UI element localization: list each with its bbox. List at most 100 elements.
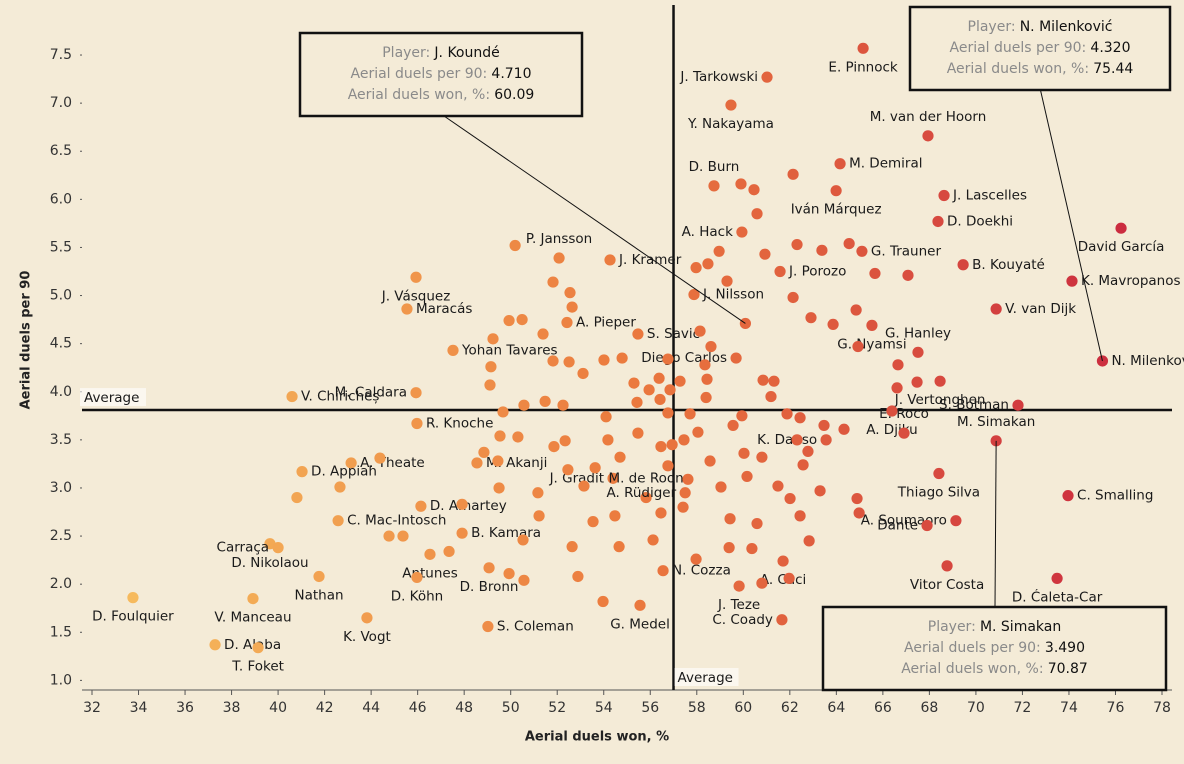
point-label: J. Kramer <box>618 252 682 268</box>
point <box>631 396 643 408</box>
point <box>838 423 850 435</box>
point <box>478 446 490 458</box>
point-label: M. Simakan <box>957 414 1035 430</box>
tooltip-value: M. Simakan <box>980 619 1061 635</box>
point <box>616 352 628 364</box>
point <box>830 185 842 197</box>
point <box>512 431 524 443</box>
point <box>941 560 953 572</box>
point-label: J. Vásquez <box>381 288 451 304</box>
point <box>655 440 667 453</box>
point <box>724 513 736 525</box>
point <box>401 303 413 315</box>
point <box>577 367 589 380</box>
point-label: D. Bronn <box>460 579 519 595</box>
point-label: S. Coleman <box>497 619 574 635</box>
point <box>751 517 763 530</box>
y-tick-label: 4.5 <box>50 336 72 352</box>
tooltip-field: Aerial duels per 90: <box>351 66 488 82</box>
tooltip-field: Aerial duels won, %: <box>901 661 1043 677</box>
tooltip-value: 75.44 <box>1093 61 1133 77</box>
point <box>547 276 559 288</box>
point <box>607 472 619 484</box>
tooltip-field: Aerial duels won, %: <box>348 87 490 103</box>
point-label: Antunes <box>402 565 458 581</box>
point <box>553 252 565 264</box>
point <box>563 356 575 368</box>
point <box>313 570 325 583</box>
point-label: D. Ćaleta-Car <box>1012 587 1103 605</box>
x-tick-label: 72 <box>1014 700 1032 716</box>
point <box>487 333 499 345</box>
tooltip-field: Player: <box>928 619 976 635</box>
y-tick-label: 5.0 <box>50 288 72 304</box>
point <box>653 372 665 384</box>
point-label: J. Teze <box>717 597 760 613</box>
point <box>699 359 711 371</box>
point <box>827 318 839 331</box>
point <box>247 593 259 605</box>
point <box>950 515 962 527</box>
point <box>537 328 549 340</box>
point <box>818 419 830 432</box>
point <box>725 99 737 111</box>
point <box>891 382 903 394</box>
point-label: J. Porozo <box>788 263 846 279</box>
point <box>704 455 716 467</box>
x-tick-label: 44 <box>362 700 380 716</box>
x-tick-label: 42 <box>316 700 334 716</box>
point <box>424 548 436 560</box>
point-label: J. Gradit <box>549 470 604 486</box>
point <box>892 359 904 371</box>
point <box>640 491 652 504</box>
point <box>761 71 773 83</box>
point <box>655 507 667 519</box>
point <box>493 482 505 494</box>
point-label: K. Vogt <box>343 629 391 645</box>
point <box>604 254 616 266</box>
point <box>776 614 788 626</box>
point-label: Carraça <box>217 540 270 556</box>
point-label: Yohan Tavares <box>461 342 558 358</box>
point-label: G. Trauner <box>871 243 942 259</box>
tooltip-value: 70.87 <box>1048 661 1088 677</box>
average-y-label: Average <box>84 390 139 406</box>
point <box>252 642 264 654</box>
point <box>922 130 934 142</box>
point <box>721 275 733 287</box>
tooltip-field: Aerial duels per 90: <box>950 40 1087 56</box>
point <box>272 542 284 554</box>
point <box>756 577 768 589</box>
tooltip-row: Player: N. Milenković <box>968 19 1113 35</box>
point <box>383 530 395 542</box>
tooltip-value: 60.09 <box>494 87 534 103</box>
point <box>713 245 725 257</box>
tooltip-row: Aerial duels per 90: 4.710 <box>351 66 532 82</box>
point <box>853 507 865 519</box>
point <box>736 410 748 422</box>
point <box>471 457 483 469</box>
point-label: Thiago Silva <box>897 485 980 501</box>
point <box>397 530 409 542</box>
point <box>533 510 545 522</box>
point <box>674 375 686 387</box>
point-label: A. Hack <box>682 224 733 240</box>
point <box>715 481 727 493</box>
tooltip-leader <box>443 115 746 324</box>
point <box>587 516 599 528</box>
x-tick-label: 40 <box>269 700 287 716</box>
point <box>539 395 551 407</box>
point <box>516 313 528 326</box>
point <box>898 427 910 439</box>
point <box>677 501 689 513</box>
point <box>902 269 914 281</box>
point <box>1062 490 1074 502</box>
point <box>688 288 700 301</box>
x-axis-title: Aerial duels won, % <box>525 730 669 745</box>
point-label: E. Pinnock <box>828 59 898 75</box>
x-tick-label: 58 <box>688 700 706 716</box>
tooltip-box <box>298 31 584 118</box>
point <box>802 445 814 458</box>
point <box>564 287 576 299</box>
y-tick-label: 3.5 <box>50 432 72 448</box>
